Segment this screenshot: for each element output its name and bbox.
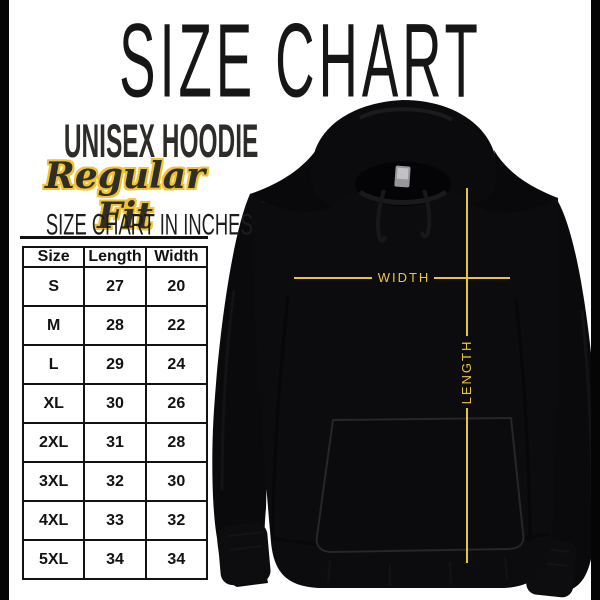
- left-border-bar: [0, 0, 9, 600]
- table-row: 3XL 32 30: [21, 461, 209, 502]
- cell-length: 32: [83, 461, 147, 502]
- cell-size: 3XL: [21, 461, 86, 502]
- cell-length: 28: [83, 305, 147, 346]
- cell-width: 24: [144, 344, 209, 385]
- product-name-text: UNISEX HOODIE: [63, 115, 259, 169]
- cell-width: 22: [144, 305, 209, 346]
- cell-width: 34: [144, 539, 209, 580]
- width-line-left-segment: [294, 277, 372, 279]
- table-row: S 27 20: [21, 266, 209, 307]
- cell-width: 20: [144, 266, 209, 307]
- cell-size: L: [21, 344, 86, 385]
- cell-length: 27: [83, 266, 147, 307]
- cell-width: 30: [144, 461, 209, 502]
- cell-size: 4XL: [21, 500, 86, 541]
- drawstrings: [375, 189, 432, 243]
- cell-size: S: [21, 266, 86, 307]
- cell-length: 30: [83, 383, 147, 424]
- cell-length: 33: [83, 500, 147, 541]
- table-heading-text: SIZE CHART IN INCHES: [45, 207, 253, 242]
- cell-length: 29: [83, 344, 147, 385]
- right-border-bar: [591, 0, 600, 600]
- cell-width: 26: [144, 383, 209, 424]
- fit-label: Regular Fit: [44, 155, 206, 237]
- hoodie-hood: [250, 100, 558, 243]
- length-line-bottom-segment: [466, 408, 468, 563]
- cell-width: 28: [144, 422, 209, 463]
- hoodie-photo: [212, 100, 599, 598]
- cell-size: XL: [21, 383, 86, 424]
- table-heading: SIZE CHART IN INCHES: [20, 209, 253, 239]
- table-row: L 29 24: [21, 344, 209, 385]
- size-table: Size Length Width S 27 20 M 28 22 L 29 2…: [21, 246, 209, 580]
- width-line-right-segment: [434, 277, 510, 279]
- table-row: XL 30 26: [21, 383, 209, 424]
- table-row: 5XL 34 34: [21, 539, 209, 580]
- cell-width: 32: [144, 500, 209, 541]
- product-name: UNISEX HOODIE: [26, 118, 259, 166]
- hoodie-pocket: [315, 417, 525, 553]
- table-row: M 28 22: [21, 305, 209, 346]
- cell-length: 31: [83, 422, 147, 463]
- cell-size: 5XL: [21, 539, 86, 580]
- cell-size: M: [21, 305, 86, 346]
- table-row: 4XL 33 32: [21, 500, 209, 541]
- width-measure-label: WIDTH: [377, 270, 431, 285]
- length-line-top-segment: [466, 188, 468, 336]
- cell-size: 2XL: [21, 422, 86, 463]
- col-header-size: Size: [21, 246, 86, 268]
- table-row: 2XL 31 28: [21, 422, 209, 463]
- neck-tag: [394, 165, 411, 188]
- size-table-header-row: Size Length Width: [21, 246, 209, 268]
- cell-length: 34: [83, 539, 147, 580]
- col-header-width: Width: [144, 246, 209, 268]
- page-title: SIZE CHART: [0, 8, 600, 113]
- page-title-text: SIZE CHART: [118, 2, 482, 119]
- length-measure-label: LENGTH: [459, 339, 474, 405]
- col-header-length: Length: [83, 246, 147, 268]
